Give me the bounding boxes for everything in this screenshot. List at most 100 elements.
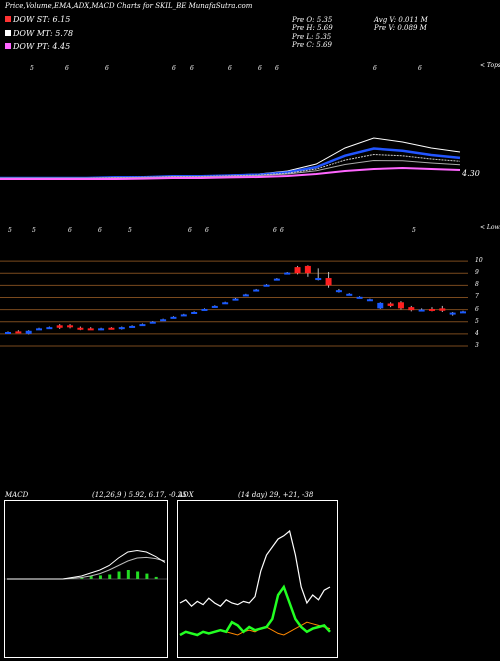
candle-body bbox=[242, 294, 249, 297]
price-axis-label: 3 bbox=[475, 341, 479, 349]
candle-body bbox=[160, 319, 167, 322]
candle-body bbox=[263, 284, 270, 287]
candle-body bbox=[428, 308, 435, 311]
price-axis-label: 8 bbox=[475, 281, 479, 289]
candle-body bbox=[418, 309, 425, 312]
candle-body bbox=[273, 278, 280, 281]
dow-pt-label: DOW PT: 4.45 bbox=[5, 43, 70, 51]
candle-body bbox=[222, 302, 229, 305]
candle-body bbox=[366, 299, 373, 302]
macd-signal-line bbox=[7, 556, 166, 580]
bottom-marker: 6 bbox=[188, 227, 192, 234]
adx-params: (14 day) 29, +21, -38 bbox=[238, 491, 314, 499]
candle-body bbox=[211, 305, 218, 308]
macd-line bbox=[7, 549, 166, 580]
candle-body bbox=[232, 298, 239, 301]
stat-close: Pre C: 5.69 bbox=[292, 41, 332, 49]
candle-body bbox=[170, 316, 177, 319]
adx-chart-svg bbox=[179, 529, 331, 637]
candle-body bbox=[346, 293, 353, 296]
bottom-marker: 6 bbox=[280, 227, 284, 234]
macd-title: MACD bbox=[5, 491, 29, 499]
candle-body bbox=[77, 327, 84, 330]
macd-histogram-bar bbox=[89, 576, 93, 579]
candle-body bbox=[36, 328, 43, 331]
candle-body bbox=[46, 327, 53, 330]
stat-high: Pre H: 5.69 bbox=[292, 24, 333, 32]
top-marker: 6 bbox=[190, 65, 194, 72]
dow-st-label: DOW ST: 6.15 bbox=[5, 16, 70, 24]
candle-body bbox=[129, 325, 136, 328]
top-marker: 6 bbox=[373, 65, 377, 72]
stat-low: Pre L: 5.35 bbox=[292, 33, 332, 41]
tops-label: < Tops bbox=[480, 62, 500, 69]
dow-pt-swatch bbox=[5, 43, 11, 49]
dow-mt-label: DOW MT: 5.78 bbox=[5, 30, 73, 38]
candle-body bbox=[377, 302, 384, 309]
macd-histogram-bar bbox=[145, 573, 149, 579]
candle-body bbox=[87, 328, 94, 331]
candle-body bbox=[191, 311, 198, 314]
bottom-marker: 5 bbox=[32, 227, 36, 234]
candle-body bbox=[439, 308, 446, 311]
candle-body bbox=[253, 289, 260, 292]
candle-body bbox=[460, 311, 466, 314]
candle-body bbox=[294, 267, 301, 274]
candle-body bbox=[387, 303, 394, 306]
macd-chart-svg bbox=[5, 549, 167, 580]
top-marker: 6 bbox=[258, 65, 262, 72]
macd-panel bbox=[4, 500, 168, 658]
macd-histogram-bar bbox=[154, 576, 158, 579]
bottom-marker: 5 bbox=[128, 227, 132, 234]
top-marker: 6 bbox=[418, 65, 422, 72]
top-marker: 6 bbox=[228, 65, 232, 72]
candle-body bbox=[67, 325, 74, 328]
top-marker: 5 bbox=[30, 65, 34, 72]
candle-body bbox=[315, 278, 322, 281]
dow-mt-swatch bbox=[5, 30, 11, 36]
price-grid-group bbox=[0, 260, 468, 347]
macd-histogram-bar bbox=[98, 575, 102, 579]
macd-histogram-bar bbox=[80, 577, 84, 579]
price-axis-label: 4 bbox=[475, 329, 479, 337]
adx-panel bbox=[177, 500, 338, 658]
macd-histogram-bar bbox=[126, 570, 130, 579]
candle-body bbox=[5, 331, 11, 334]
candle-body bbox=[139, 324, 146, 327]
adx-title: ADX bbox=[178, 491, 194, 499]
macd-histogram-bar bbox=[117, 571, 121, 579]
price-axis-label: 10 bbox=[475, 257, 483, 265]
candle-body bbox=[356, 296, 363, 299]
candle-body bbox=[284, 272, 291, 275]
bottom-marker: 6 bbox=[98, 227, 102, 234]
top-markers-group: 5 6 6 6 6 6 6 6 6 6 bbox=[30, 65, 422, 72]
price-axis-label: 6 bbox=[475, 305, 479, 313]
candle-body bbox=[397, 302, 404, 309]
ema-lines-group bbox=[0, 137, 461, 180]
macd-histogram-bar bbox=[108, 574, 112, 579]
top-marker: 6 bbox=[172, 65, 176, 72]
top-marker: 6 bbox=[65, 65, 69, 72]
candle-body bbox=[201, 308, 208, 311]
bottom-marker: 6 bbox=[68, 227, 72, 234]
stat-open: Pre O: 5.35 bbox=[292, 16, 333, 24]
top-marker: 6 bbox=[105, 65, 109, 72]
price-axis-label: 5 bbox=[475, 317, 479, 325]
adx-dmi-line bbox=[179, 529, 331, 608]
candle-body bbox=[408, 307, 415, 311]
macd-params: (12,26,9 ) 5.92, 6.17, -0.25 bbox=[92, 491, 187, 499]
bottom-marker: 6 bbox=[205, 227, 209, 234]
adx-line bbox=[179, 584, 331, 637]
top-marker: 6 bbox=[275, 65, 279, 72]
candle-body bbox=[325, 278, 332, 286]
candle-body bbox=[449, 312, 456, 315]
stat-avg-vol: Avg V: 0.011 M bbox=[374, 16, 428, 24]
ema-line-blue bbox=[0, 147, 461, 180]
candle-body bbox=[335, 290, 342, 293]
candles-group bbox=[5, 265, 466, 335]
lows-label: < Lows bbox=[480, 224, 500, 231]
bottom-marker: 6 bbox=[273, 227, 277, 234]
ema-price-label: 4.30 bbox=[462, 169, 480, 178]
